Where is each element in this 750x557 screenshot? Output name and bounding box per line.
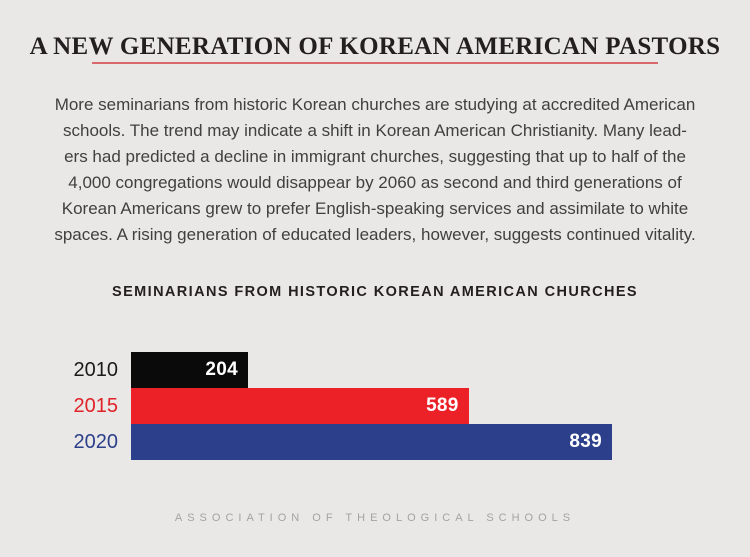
intro-paragraph: More seminarians from historic Korean ch… [35,92,715,248]
intro-line: spaces. A rising generation of educated … [54,225,696,244]
bar-value-2015: 589 [426,395,459,416]
bar-track: 589 [131,388,612,424]
intro-line: Korean Americans grew to prefer English-… [61,199,689,218]
chart-row-2020: 2020 839 [0,424,750,460]
chart-title: SEMINARIANS FROM HISTORIC KOREAN AMERICA… [112,284,638,300]
page-title: A NEW GENERATION OF KOREAN AMERICAN PAST… [29,33,721,60]
bar-value-2010: 204 [205,359,238,380]
bar-chart: 2010 204 2015 589 2020 839 [0,352,750,460]
bar-value-2020: 839 [569,431,602,452]
attribution-footer: ASSOCIATION OF THEOLOGICAL SCHOOLS [174,512,576,524]
intro-line: 4,000 congregations would disappear by 2… [68,173,682,192]
bar-2015: 589 [131,388,469,424]
category-label-2020: 2020 [73,431,119,453]
category-label-2015: 2015 [73,395,119,417]
bar-track: 839 [131,424,612,460]
chart-row-2015: 2015 589 [0,388,750,424]
bar-2020: 839 [131,424,612,460]
title-underline [92,62,658,64]
intro-line: schools. The trend may indicate a shift … [63,121,687,140]
bar-2010: 204 [131,352,248,388]
category-label-2010: 2010 [73,359,119,381]
intro-line: ers had predicted a decline in immigrant… [64,147,686,166]
chart-row-2010: 2010 204 [0,352,750,388]
intro-line: More seminarians from historic Korean ch… [54,95,696,114]
bar-track: 204 [131,352,612,388]
